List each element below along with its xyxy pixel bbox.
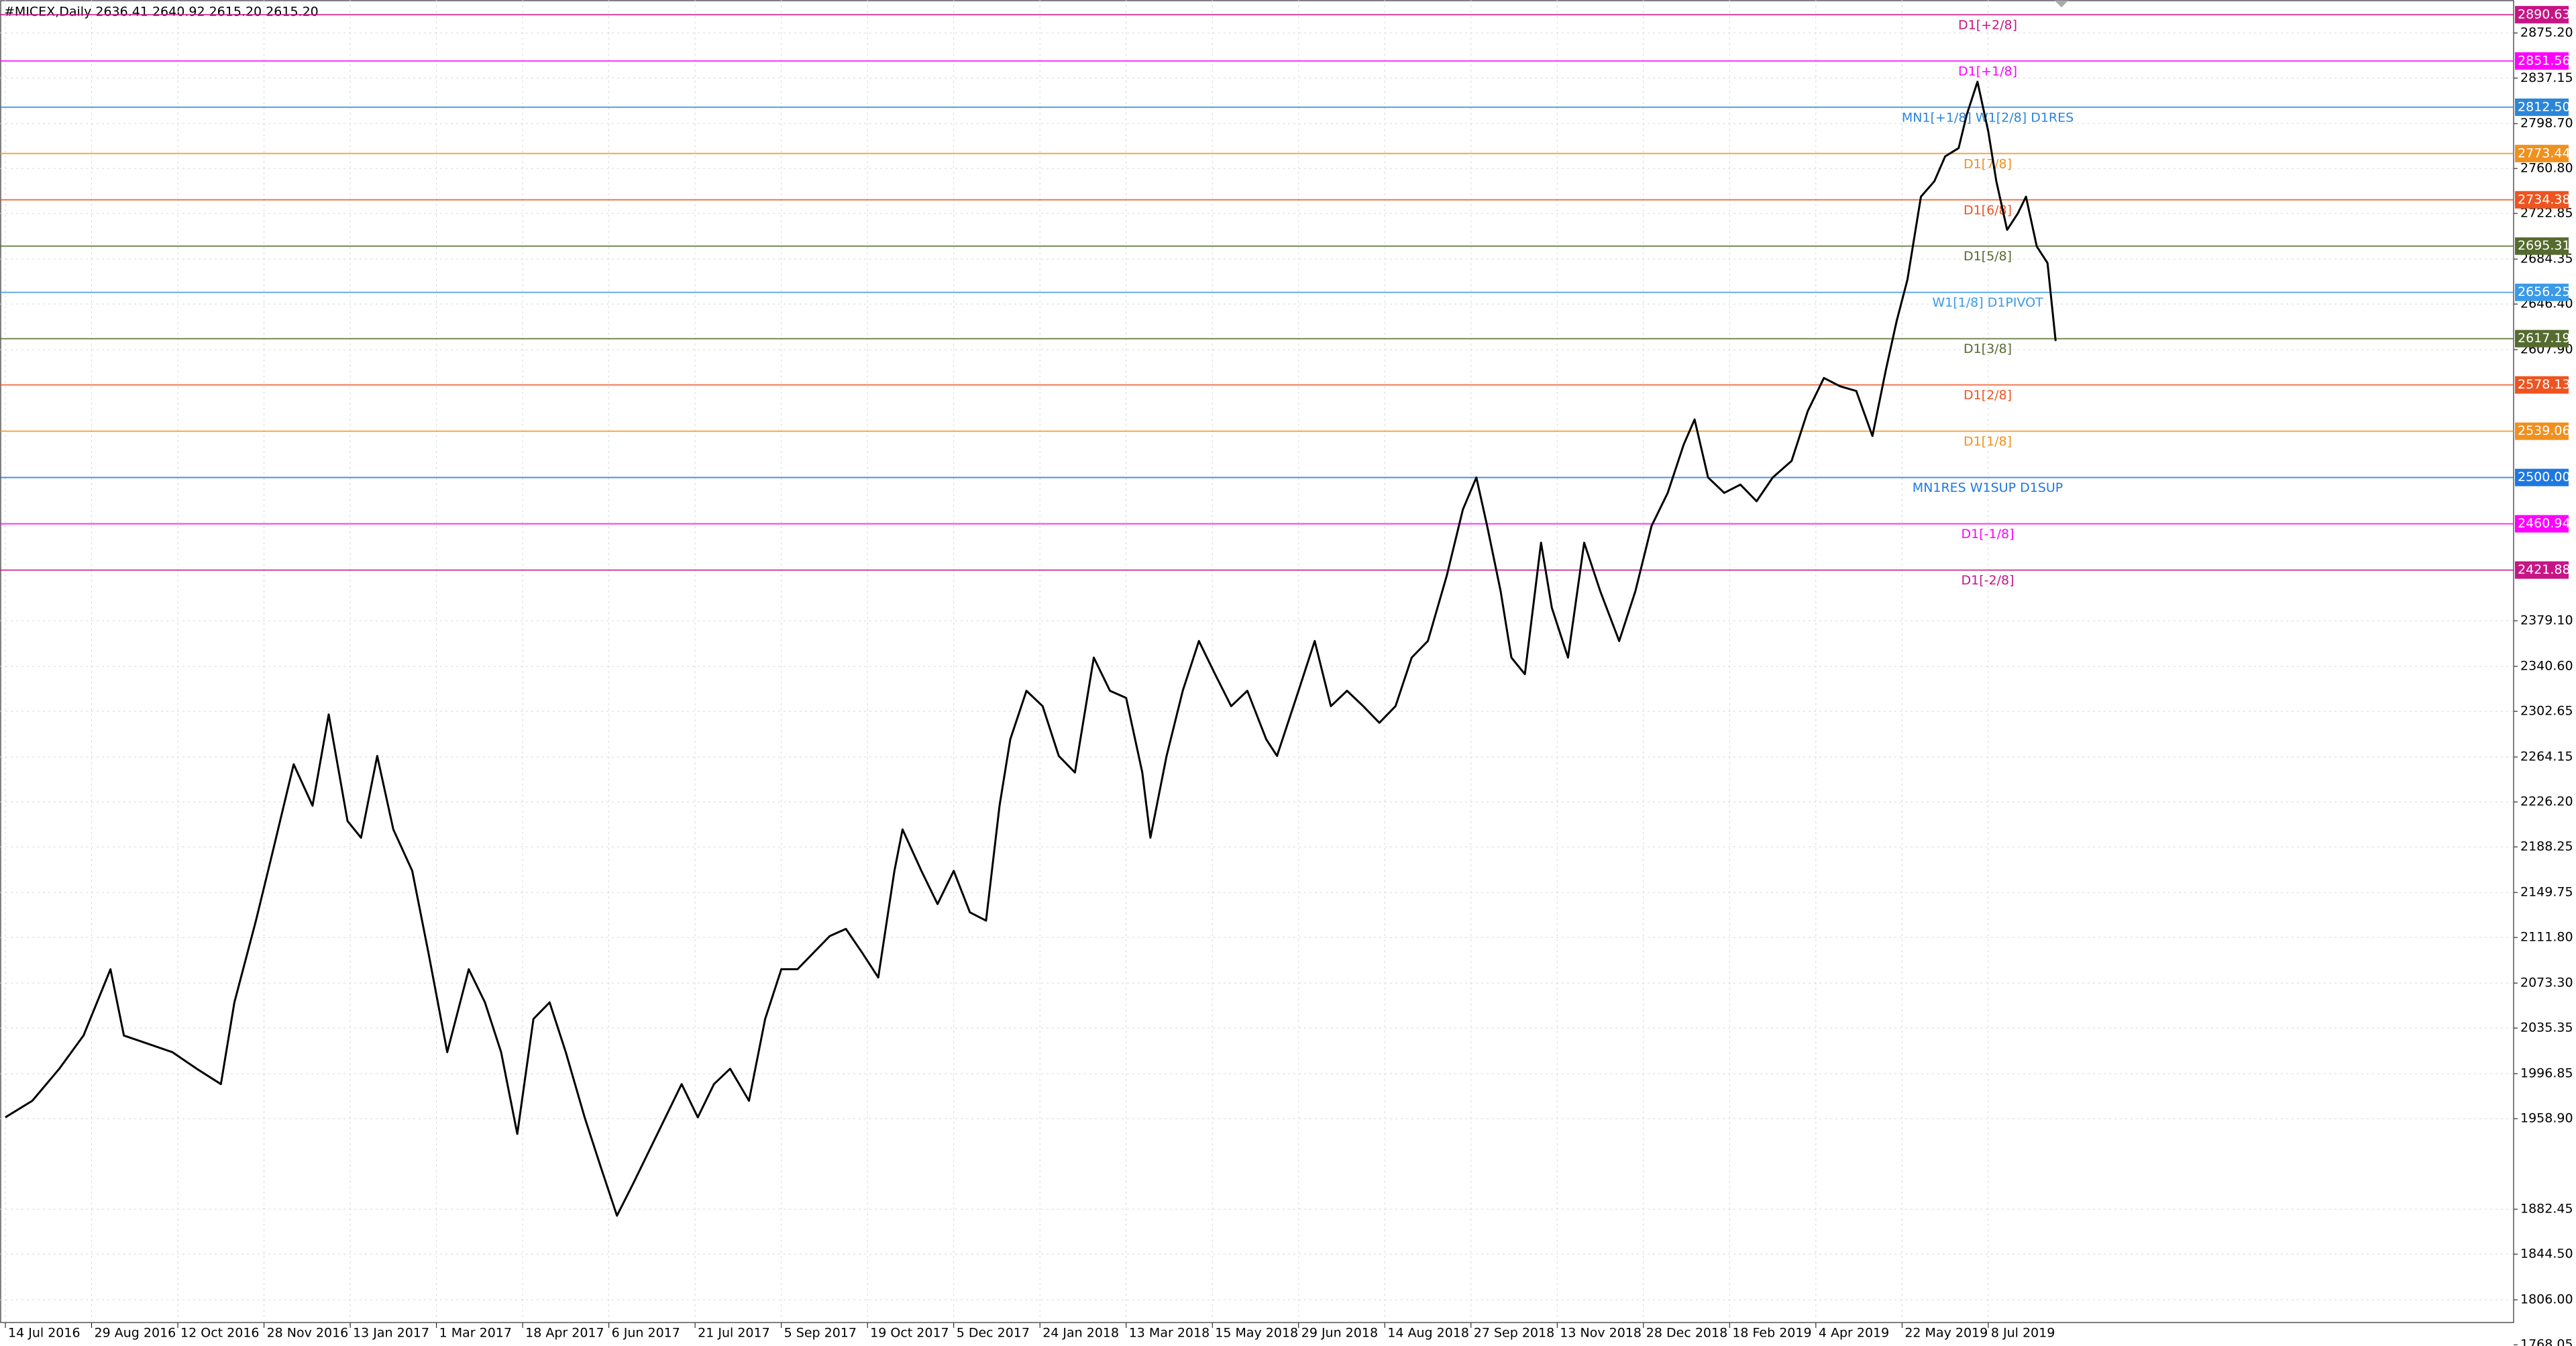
level-price-label: 2500.00 bbox=[2518, 470, 2571, 484]
x-tick-label: 13 Nov 2018 bbox=[1560, 1326, 1642, 1341]
level-price-label: 2460.94 bbox=[2518, 516, 2571, 531]
x-tick-label: 15 May 2018 bbox=[1215, 1326, 1298, 1341]
x-tick-label: 6 Jun 2017 bbox=[612, 1326, 680, 1341]
level-price-box bbox=[2515, 283, 2569, 301]
y-tick-label: 2340.60 bbox=[2520, 659, 2573, 674]
x-tick-label: 29 Aug 2016 bbox=[95, 1326, 176, 1341]
x-tick-label: 13 Mar 2018 bbox=[1129, 1326, 1210, 1341]
y-tick-label: 1882.45 bbox=[2520, 1202, 2573, 1216]
level-label: D1[5/8] bbox=[1964, 249, 2012, 264]
level-price-box bbox=[2515, 98, 2569, 116]
y-tick-label: 2149.75 bbox=[2520, 885, 2573, 900]
level-label: D1[-2/8] bbox=[1962, 573, 2015, 588]
level-label: MN1[+1/8] W1[2/8] D1RES bbox=[1902, 110, 2074, 125]
level-price-label: 2695.31 bbox=[2518, 238, 2571, 253]
level-price-label: 2812.50 bbox=[2518, 99, 2571, 114]
level-price-box bbox=[2515, 52, 2569, 70]
x-tick-label: 24 Jan 2018 bbox=[1042, 1326, 1119, 1341]
y-tick-label: 2226.20 bbox=[2520, 794, 2573, 809]
x-tick-label: 27 Sep 2018 bbox=[1474, 1326, 1554, 1341]
level-price-box bbox=[2515, 329, 2569, 348]
price-line bbox=[5, 81, 2057, 1217]
x-tick-label: 5 Sep 2017 bbox=[784, 1326, 857, 1341]
x-tick-label: 4 Apr 2019 bbox=[1819, 1326, 1889, 1341]
plot-frame bbox=[0, 0, 2514, 1323]
level-label: D1[-1/8] bbox=[1962, 527, 2015, 541]
x-tick-label: 28 Dec 2018 bbox=[1646, 1326, 1727, 1341]
level-label: D1[1/8] bbox=[1964, 434, 2012, 449]
level-label: W1[1/8] D1PIVOT bbox=[1932, 295, 2043, 310]
y-tick-label: 2302.65 bbox=[2520, 704, 2573, 719]
level-label: D1[2/8] bbox=[1964, 388, 2012, 403]
x-tick-label: 14 Aug 2018 bbox=[1387, 1326, 1469, 1341]
level-price-label: 2851.56 bbox=[2518, 53, 2571, 68]
y-tick-label: 1996.85 bbox=[2520, 1066, 2573, 1081]
x-tick-label: 28 Nov 2016 bbox=[267, 1326, 349, 1341]
y-tick-label: 2837.15 bbox=[2520, 70, 2573, 85]
level-label: MN1RES W1SUP D1SUP bbox=[1913, 480, 2063, 495]
level-price-label: 2617.19 bbox=[2518, 331, 2571, 346]
level-price-box bbox=[2515, 422, 2569, 440]
level-price-box bbox=[2515, 515, 2569, 533]
level-price-box bbox=[2515, 376, 2569, 394]
y-tick-label: 2264.15 bbox=[2520, 749, 2573, 764]
y-tick-label: 2111.80 bbox=[2520, 930, 2573, 945]
y-tick-label: 1768.05 bbox=[2520, 1337, 2573, 1346]
y-tick-label: 2073.30 bbox=[2520, 976, 2573, 990]
level-price-label: 2421.88 bbox=[2518, 562, 2571, 577]
y-tick-label: 2188.25 bbox=[2520, 839, 2573, 854]
y-tick-label: 2760.80 bbox=[2520, 161, 2573, 176]
level-label: D1[7/8] bbox=[1964, 156, 2012, 171]
level-price-box bbox=[2515, 468, 2569, 486]
x-tick-label: 14 Jul 2016 bbox=[8, 1326, 80, 1341]
x-tick-label: 19 Oct 2017 bbox=[870, 1326, 949, 1341]
y-tick-label: 1844.50 bbox=[2520, 1247, 2573, 1261]
y-tick-label: 1806.00 bbox=[2520, 1292, 2573, 1307]
level-price-box bbox=[2515, 5, 2569, 23]
level-label: D1[6/8] bbox=[1964, 203, 2012, 217]
level-price-label: 2539.06 bbox=[2518, 423, 2571, 438]
y-tick-label: 2798.70 bbox=[2520, 116, 2573, 131]
chart-title: #MICEX,Daily 2636.41 2640.92 2615.20 261… bbox=[4, 5, 319, 19]
level-price-label: 2773.44 bbox=[2518, 146, 2571, 160]
x-tick-label: 13 Jan 2017 bbox=[353, 1326, 429, 1341]
level-price-label: 2890.63 bbox=[2518, 7, 2571, 21]
x-tick-label: 12 Oct 2016 bbox=[180, 1326, 259, 1341]
x-tick-label: 8 Jul 2019 bbox=[1991, 1326, 2055, 1341]
y-tick-label: 1958.90 bbox=[2520, 1111, 2573, 1126]
x-tick-label: 21 Jul 2017 bbox=[698, 1326, 770, 1341]
x-tick-label: 18 Feb 2019 bbox=[1732, 1326, 1811, 1341]
level-price-box bbox=[2515, 561, 2569, 579]
x-tick-label: 5 Dec 2017 bbox=[957, 1326, 1030, 1341]
y-tick-label: 2722.85 bbox=[2520, 206, 2573, 221]
level-price-box bbox=[2515, 191, 2569, 209]
y-tick-label: 2875.20 bbox=[2520, 25, 2573, 40]
x-tick-label: 29 Jun 2018 bbox=[1301, 1326, 1378, 1341]
x-tick-label: 18 Apr 2017 bbox=[525, 1326, 604, 1341]
level-label: D1[+2/8] bbox=[1958, 17, 2017, 32]
level-price-label: 2734.38 bbox=[2518, 192, 2571, 207]
shift-marker bbox=[2055, 1, 2068, 7]
level-price-box bbox=[2515, 144, 2569, 162]
y-tick-label: 2035.35 bbox=[2520, 1021, 2573, 1035]
level-label: D1[3/8] bbox=[1964, 342, 2012, 356]
x-tick-label: 1 Mar 2017 bbox=[439, 1326, 512, 1341]
y-tick-label: 2684.35 bbox=[2520, 252, 2573, 266]
level-price-box bbox=[2515, 237, 2569, 255]
y-tick-label: 2379.10 bbox=[2520, 613, 2573, 628]
level-label: D1[+1/8] bbox=[1958, 64, 2017, 79]
level-price-label: 2656.25 bbox=[2518, 284, 2571, 299]
level-price-label: 2578.13 bbox=[2518, 377, 2571, 392]
x-tick-label: 22 May 2019 bbox=[1904, 1326, 1988, 1341]
